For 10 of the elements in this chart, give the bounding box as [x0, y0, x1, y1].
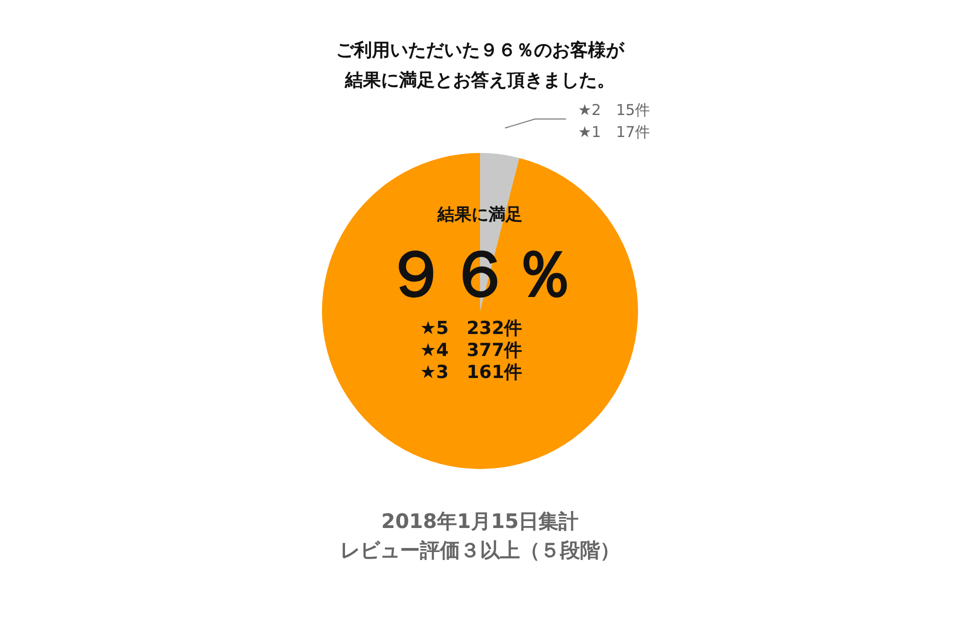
text: 2018年1月15日集計 [381, 509, 579, 533]
text: レビュー評価３以上（５段階） [340, 538, 620, 562]
pie-slice [322, 153, 638, 469]
chart-title: ご利用いただいた９６％のお客様が結果に満足とお答え頂きました。 [336, 40, 625, 91]
text: ★5 232件 [420, 318, 522, 339]
text: ★4 377件 [420, 340, 522, 361]
text: ★2 15件 [578, 101, 650, 119]
slice-label: 結果に満足 [436, 205, 522, 225]
text: ★1 17件 [578, 123, 650, 141]
text: ★3 161件 [420, 362, 522, 383]
